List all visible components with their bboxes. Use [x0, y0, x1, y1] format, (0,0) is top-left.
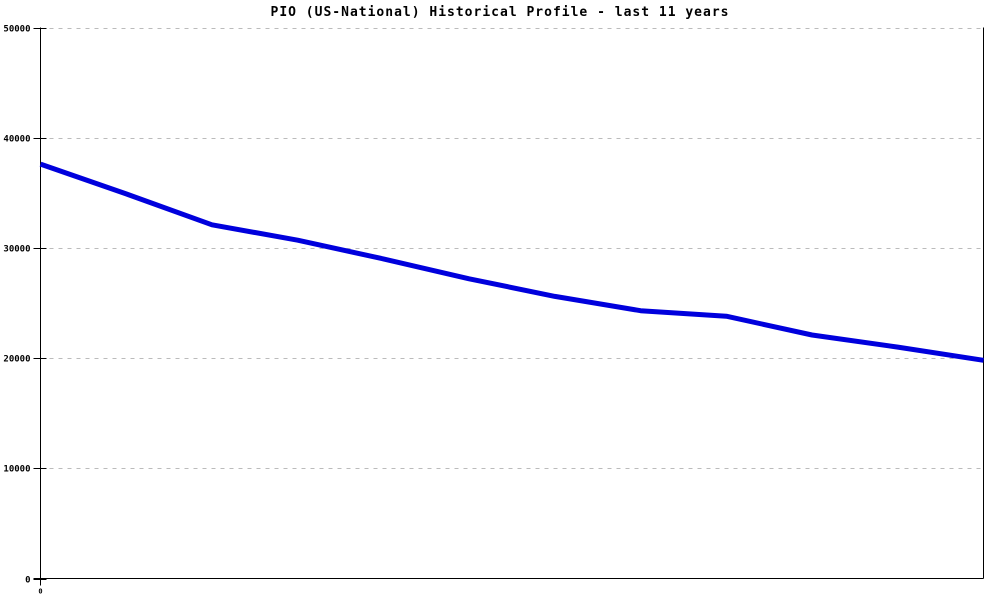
gridlines-layer [40, 28, 984, 469]
data-line [39, 161, 984, 363]
y-tick-label-40000: 40000 [3, 135, 30, 145]
axes-layer [33, 27, 984, 579]
y-tick-label-50000: 50000 [3, 25, 30, 35]
chart-title: PIO (US-National) Historical Profile - l… [270, 5, 730, 20]
x-tick-label-0: 0 [38, 588, 42, 596]
data-series-layer [39, 161, 984, 363]
y-tick-label-30000: 30000 [3, 245, 30, 255]
y-tick-label-20000: 20000 [3, 355, 30, 365]
y-tick-label-10000: 10000 [3, 465, 30, 475]
y-tick-label-0: 0 [25, 576, 30, 586]
tick-labels-layer: 0 10000 20000 30000 40000 50000 0 [3, 25, 47, 596]
